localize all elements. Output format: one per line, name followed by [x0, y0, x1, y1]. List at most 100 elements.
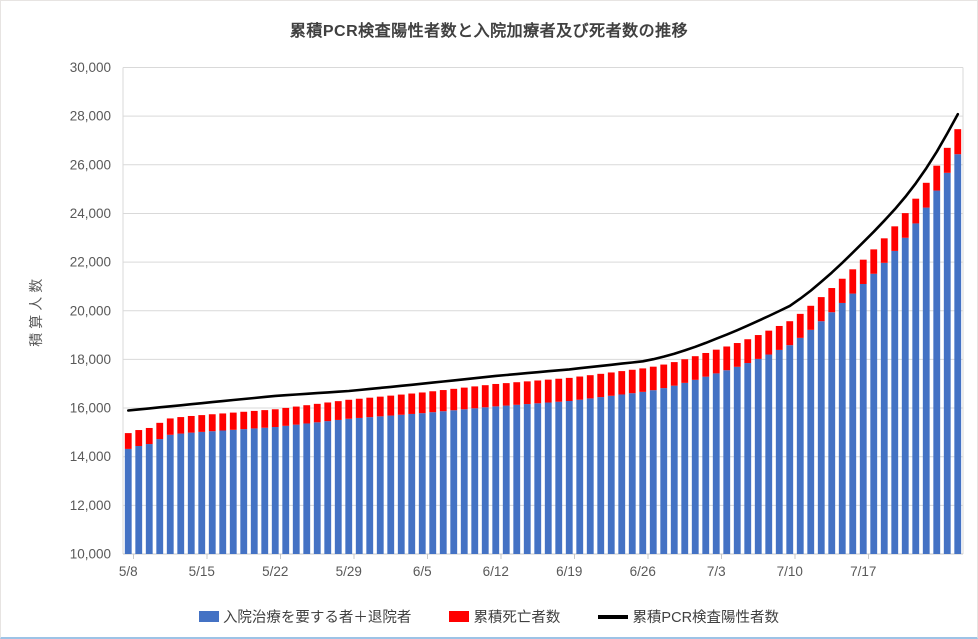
bar-segment — [775, 349, 783, 554]
black-line-swatch-icon — [598, 614, 629, 619]
red-square-swatch-icon — [449, 611, 470, 622]
bar-segment — [124, 433, 132, 449]
bar-segment — [229, 412, 237, 430]
bar-segment — [418, 392, 426, 414]
bar-segment — [387, 395, 395, 416]
bar-segment — [387, 415, 395, 554]
bar-segment — [649, 390, 657, 554]
x-axis-tick-label: 5/29 — [336, 564, 362, 579]
bar-segment — [250, 410, 258, 429]
bar-segment — [954, 129, 962, 155]
bar-segment — [586, 375, 594, 399]
bar-segment — [187, 432, 195, 554]
bar-segment — [439, 390, 447, 412]
blue-square-swatch-icon — [198, 611, 219, 622]
bar-segment — [187, 415, 195, 433]
bar-segment — [901, 237, 909, 554]
bar-segment — [156, 422, 164, 440]
bar-segment — [838, 302, 846, 554]
bar-segment — [292, 406, 300, 425]
x-axis-tick-label: 7/3 — [707, 564, 726, 579]
y-axis-tick-label: 10,000 — [70, 547, 111, 562]
y-axis-tick-label: 24,000 — [70, 206, 111, 221]
bar-segment — [576, 399, 584, 554]
bar-segment — [397, 394, 405, 415]
bar-segment — [891, 226, 899, 251]
bar-segment — [838, 278, 846, 303]
bar-segment — [492, 383, 500, 407]
x-axis-tick-label: 7/10 — [777, 564, 803, 579]
bar-segment — [502, 405, 510, 554]
bar-segment — [208, 414, 216, 432]
bar-segment — [229, 429, 237, 554]
bar-segment — [355, 398, 363, 418]
bar-segment — [523, 381, 531, 405]
bar-segment — [408, 393, 416, 414]
bar-segment — [691, 379, 699, 554]
bar-segment — [943, 172, 951, 554]
pcr-positives-line — [127, 112, 960, 412]
bar-segment — [870, 249, 878, 274]
bar-segment — [870, 273, 878, 554]
bar-segment — [334, 401, 342, 420]
bar-segment — [544, 402, 552, 554]
bar-segment — [345, 418, 353, 554]
y-axis-tick-label: 12,000 — [70, 498, 111, 513]
bar-segment — [954, 154, 962, 554]
bar-segment — [922, 182, 930, 208]
bar-segment — [933, 190, 941, 554]
legend-item-cumulative-deaths: 累積死亡者数 — [449, 606, 560, 627]
bar-segment — [303, 423, 311, 554]
legend-label: 累積死亡者数 — [473, 610, 561, 626]
bar-segment — [859, 283, 867, 554]
bar-segment — [691, 356, 699, 380]
bar-segment — [145, 427, 153, 445]
bar-segment — [145, 444, 153, 554]
y-axis-tick-label: 16,000 — [70, 401, 111, 416]
bar-segment — [271, 409, 279, 428]
bar-segment — [324, 402, 332, 422]
bar-segment — [492, 406, 500, 554]
bar-segment — [586, 398, 594, 554]
bar-segment — [376, 396, 384, 417]
bar-segment — [723, 346, 731, 371]
bar-segment — [891, 250, 899, 554]
bar-segment — [450, 410, 458, 554]
y-axis-tick-label: 22,000 — [70, 255, 111, 270]
bar-segment — [271, 427, 279, 554]
bar-segment — [513, 382, 521, 405]
bar-segment — [817, 321, 825, 554]
bar-segment — [292, 424, 300, 554]
x-axis-tick-label: 6/12 — [483, 564, 509, 579]
bar-segment — [775, 325, 783, 350]
bar-segment — [219, 430, 227, 554]
legend-label: 累積PCR検査陽性者数 — [632, 610, 780, 626]
bar-segment — [807, 329, 815, 554]
bar-segment — [397, 414, 405, 554]
bar-segment — [681, 382, 689, 554]
bar-segment — [481, 407, 489, 554]
bar-segment — [849, 269, 857, 294]
bar-segment — [565, 400, 573, 554]
bar-segment — [597, 373, 605, 398]
bar-segment — [345, 399, 353, 419]
bar-segment — [219, 413, 227, 431]
x-axis-tick-label: 6/19 — [556, 564, 582, 579]
bar-segment — [460, 387, 468, 410]
bar-segment — [880, 262, 888, 554]
bar-segment — [628, 369, 636, 394]
bar-segment — [366, 397, 374, 418]
bar-segment — [733, 366, 741, 554]
bar-segment — [912, 198, 920, 224]
bar-segment — [796, 313, 804, 338]
bar-segment — [261, 427, 269, 554]
x-axis-tick-label: 5/22 — [262, 564, 288, 579]
x-axis-tick-label: 5/8 — [119, 564, 138, 579]
bar-segment — [450, 388, 458, 411]
x-axis-tick-label: 6/5 — [413, 564, 432, 579]
bar-segment — [240, 429, 248, 554]
bar-segment — [166, 434, 174, 554]
bar-segment — [607, 372, 615, 396]
